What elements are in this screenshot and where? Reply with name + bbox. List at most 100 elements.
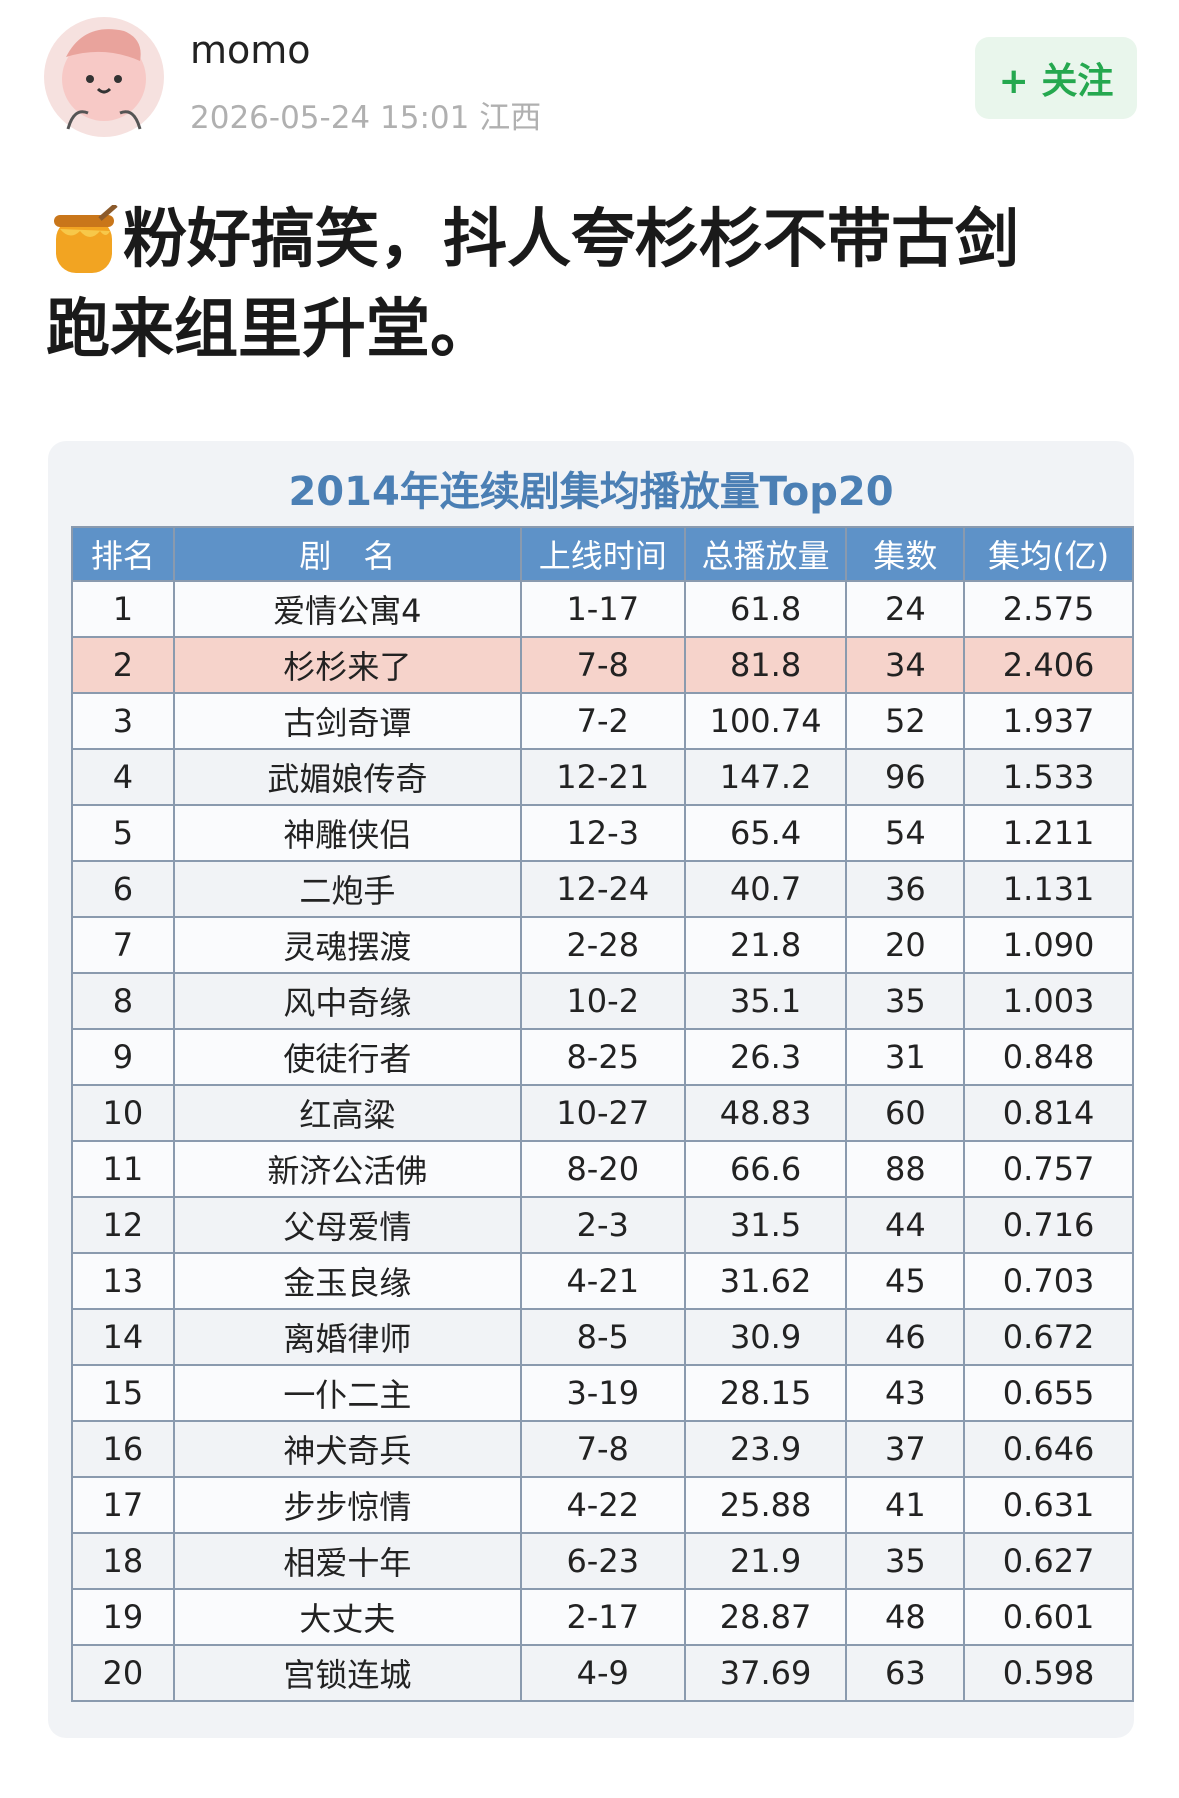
table-cell: 46 xyxy=(845,1308,966,1366)
table-cell: 31 xyxy=(845,1028,966,1086)
table-cell: 一仆二主 xyxy=(172,1364,522,1422)
table-cell: 54 xyxy=(845,804,966,862)
table-row: 10 红高粱 10-27 48.83 60 0.814 xyxy=(71,1084,1134,1142)
table-cell: 4-22 xyxy=(519,1476,686,1534)
table-cell: 1-17 xyxy=(519,580,686,638)
table-cell: 8-5 xyxy=(519,1308,686,1366)
table-cell: 二炮手 xyxy=(172,860,522,918)
table-cell: 35 xyxy=(845,972,966,1030)
table-cell: 25.88 xyxy=(683,1476,848,1534)
table-row: 7 灵魂摆渡 2-28 21.8 20 1.090 xyxy=(71,916,1134,974)
follow-button[interactable]: + 关注 xyxy=(975,37,1137,119)
table-cell: 44 xyxy=(845,1196,966,1254)
table-cell: 1.533 xyxy=(963,748,1134,806)
table-cell: 大丈夫 xyxy=(172,1588,522,1646)
table-body: 1 爱情公寓4 1-17 61.8 24 2.575 2 杉杉来了 7-8 81.8 34 2.406… xyxy=(71,580,1134,1702)
table-cell: 2.575 xyxy=(963,580,1134,638)
table-cell: 3-19 xyxy=(519,1364,686,1422)
table-cell: 66.6 xyxy=(683,1140,848,1198)
table-cell: 43 xyxy=(845,1364,966,1422)
table-cell: 使徒行者 xyxy=(172,1028,522,1086)
table-cell: 37 xyxy=(845,1420,966,1478)
table-cell: 4-21 xyxy=(519,1252,686,1310)
table-cell: 风中奇缘 xyxy=(172,972,522,1030)
table-row: 8 风中奇缘 10-2 35.1 35 1.003 xyxy=(71,972,1134,1030)
table-cell: 金玉良缘 xyxy=(172,1252,522,1310)
location: 江西 xyxy=(479,100,542,136)
table-cell: 10 xyxy=(71,1084,175,1142)
table-cell: 65.4 xyxy=(683,804,848,862)
table-cell: 0.655 xyxy=(963,1364,1134,1422)
table-cell: 古剑奇谭 xyxy=(172,692,522,750)
table-row: 3 古剑奇谭 7-2 100.74 52 1.937 xyxy=(71,692,1134,750)
table-cell: 100.74 xyxy=(683,692,848,750)
table-cell: 48 xyxy=(845,1588,966,1646)
table-cell: 1 xyxy=(71,580,175,638)
table-cell: 6 xyxy=(71,860,175,918)
column-header: 集数 xyxy=(845,526,966,582)
table-cell: 5 xyxy=(71,804,175,862)
table-cell: 1.211 xyxy=(963,804,1134,862)
table-cell: 21.9 xyxy=(683,1532,848,1590)
table-cell: 37.69 xyxy=(683,1644,848,1702)
table-cell: 0.646 xyxy=(963,1420,1134,1478)
table-row: 5 神雕侠侣 12-3 65.4 54 1.211 xyxy=(71,804,1134,862)
post-text-line: 跑来组里升堂。 xyxy=(46,293,494,367)
table-cell: 12-24 xyxy=(519,860,686,918)
table-cell: 2-3 xyxy=(519,1196,686,1254)
table-cell: 23.9 xyxy=(683,1420,848,1478)
table-cell: 28.87 xyxy=(683,1588,848,1646)
table-cell: 4-9 xyxy=(519,1644,686,1702)
table-cell: 2-17 xyxy=(519,1588,686,1646)
table-cell: 神犬奇兵 xyxy=(172,1420,522,1478)
table-cell: 1.131 xyxy=(963,860,1134,918)
table-cell: 16 xyxy=(71,1420,175,1478)
table-cell: 1.937 xyxy=(963,692,1134,750)
table-row: 1 爱情公寓4 1-17 61.8 24 2.575 xyxy=(71,580,1134,638)
table-cell: 10-27 xyxy=(519,1084,686,1142)
timestamp: 2026-05-24 15:01 xyxy=(190,100,470,136)
header-row: 排名剧 名上线时间 总播放量 集数 集均(亿) xyxy=(71,526,1134,582)
table-row: 20 宫锁连城 4-9 37.69 63 0.598 xyxy=(71,1644,1134,1702)
table-cell: 61.8 xyxy=(683,580,848,638)
table-cell: 10-2 xyxy=(519,972,686,1030)
table-cell: 45 xyxy=(845,1252,966,1310)
table-row: 18 相爱十年 6-23 21.9 35 0.627 xyxy=(71,1532,1134,1590)
table-cell: 28.15 xyxy=(683,1364,848,1422)
table-cell: 31.5 xyxy=(683,1196,848,1254)
table-row: 6 二炮手 12-24 40.7 36 1.131 xyxy=(71,860,1134,918)
table-cell: 离婚律师 xyxy=(172,1308,522,1366)
table-cell: 2.406 xyxy=(963,636,1134,694)
table-cell: 60 xyxy=(845,1084,966,1142)
table-cell: 8-20 xyxy=(519,1140,686,1198)
table-cell: 0.598 xyxy=(963,1644,1134,1702)
table-cell: 0.848 xyxy=(963,1028,1134,1086)
table-cell: 6-23 xyxy=(519,1532,686,1590)
column-header: 上线时间 xyxy=(519,526,686,582)
table-cell: 19 xyxy=(71,1588,175,1646)
table-title: 2014年连续剧集均播放量Top20 xyxy=(288,469,894,515)
table-cell: 41 xyxy=(845,1476,966,1534)
table-cell: 0.814 xyxy=(963,1084,1134,1142)
table-cell: 0.601 xyxy=(963,1588,1134,1646)
table-cell: 48.83 xyxy=(683,1084,848,1142)
username[interactable]: momo xyxy=(190,28,311,72)
table-row: 9 使徒行者 8-25 26.3 31 0.848 xyxy=(71,1028,1134,1086)
table-image[interactable]: 2014年连续剧集均播放量Top20 排名剧 名上线时间 总播放量 集数 集均(亿) … xyxy=(48,441,1134,1738)
table-cell: 17 xyxy=(71,1476,175,1534)
table-cell: 36 xyxy=(845,860,966,918)
table-cell: 31.62 xyxy=(683,1252,848,1310)
avatar[interactable] xyxy=(44,17,164,137)
table-row: 4 武媚娘传奇 12-21 147.2 96 1.533 xyxy=(71,748,1134,806)
table-cell: 0.631 xyxy=(963,1476,1134,1534)
table-cell: 杉杉来了 xyxy=(172,636,522,694)
table-cell: 0.703 xyxy=(963,1252,1134,1310)
post-text-line: 粉好搞笑，抖人夸杉杉不带古剑 xyxy=(123,203,1019,277)
table-cell: 11 xyxy=(71,1140,175,1198)
table-cell: 88 xyxy=(845,1140,966,1198)
table-cell: 7-8 xyxy=(519,1420,686,1478)
table-cell: 24 xyxy=(845,580,966,638)
table-cell: 步步惊情 xyxy=(172,1476,522,1534)
table-cell: 96 xyxy=(845,748,966,806)
